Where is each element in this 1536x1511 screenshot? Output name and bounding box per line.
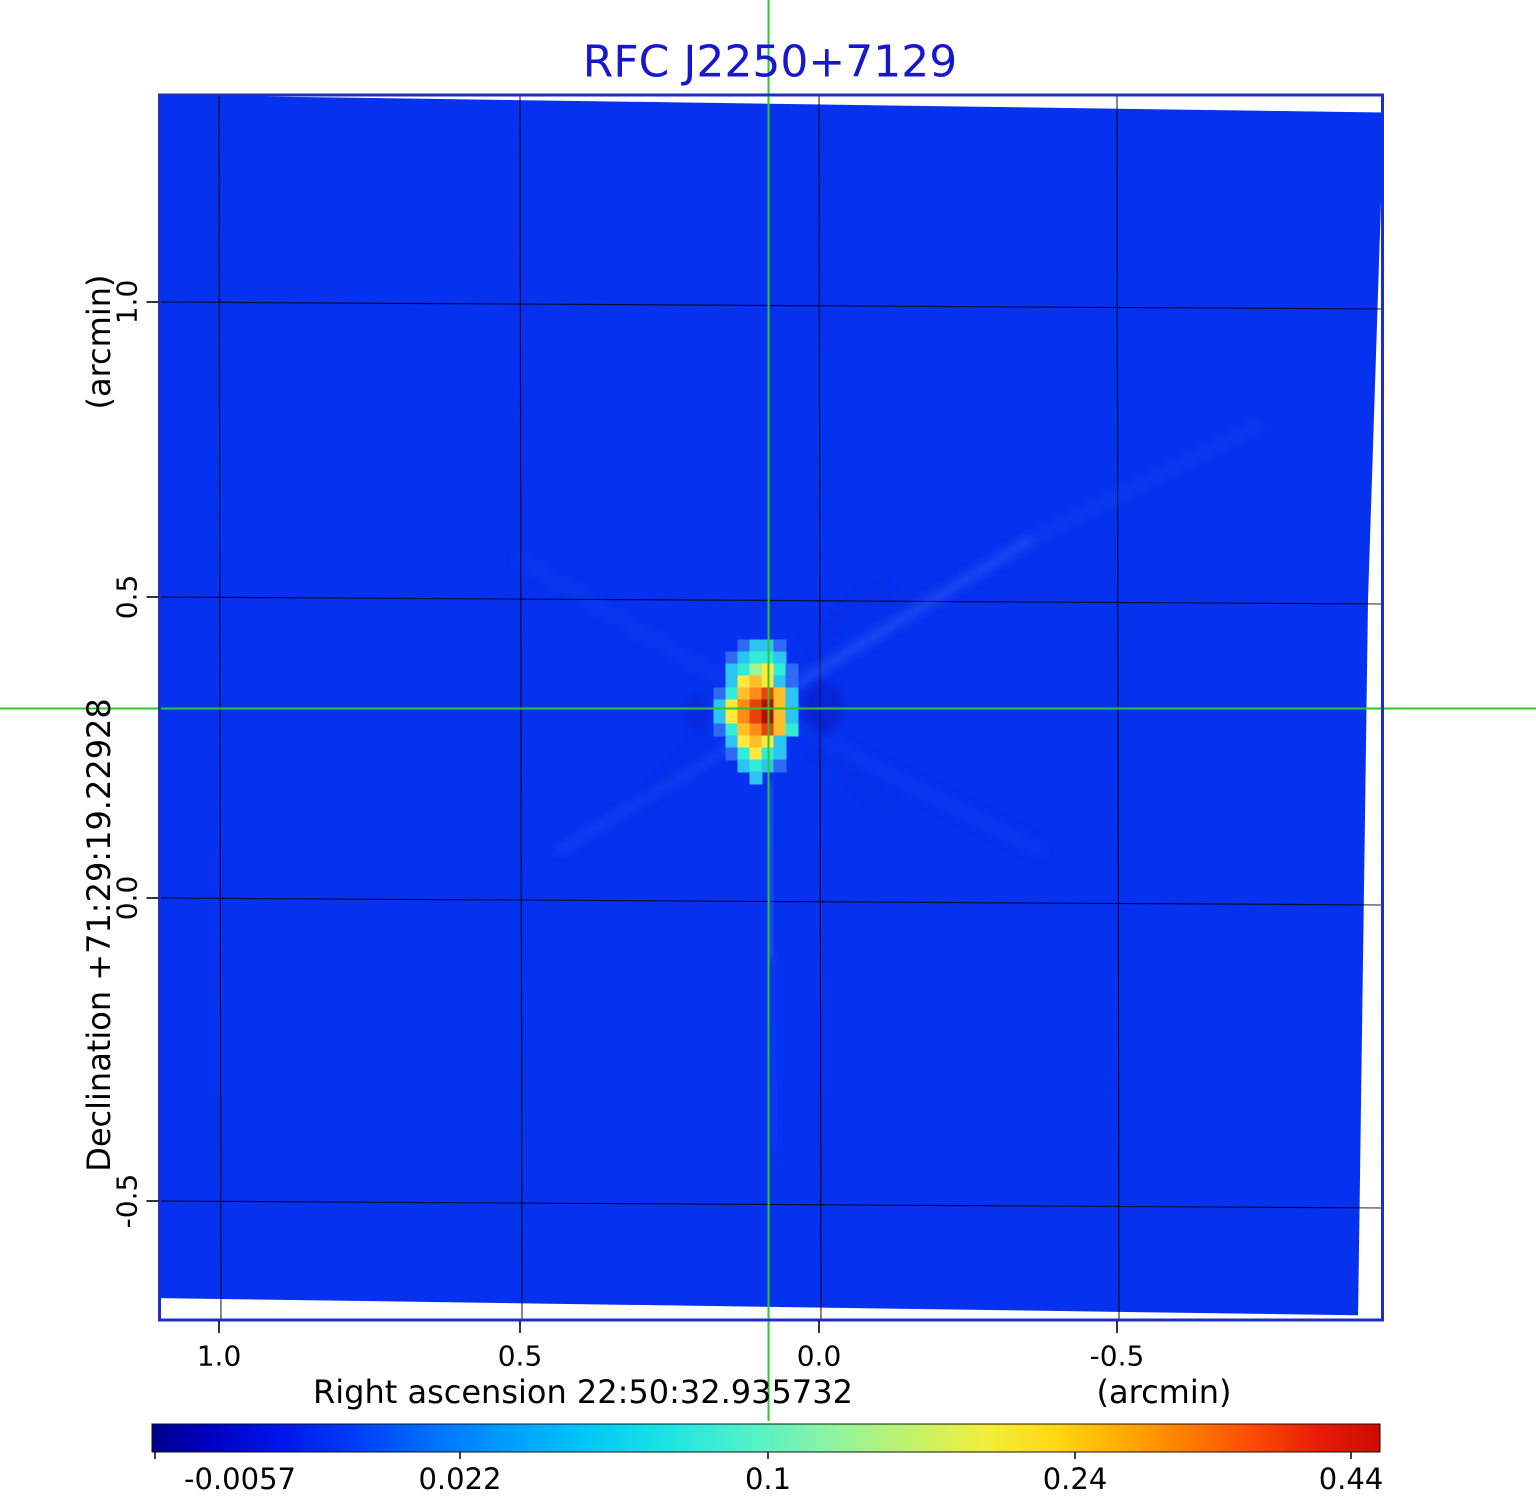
x-tick-label: 1.0 [196, 1339, 242, 1373]
source-pixel [785, 675, 799, 689]
source-pixel [737, 639, 751, 653]
colorbar-tick-label: 0.1 [744, 1462, 792, 1496]
source-pixel [749, 675, 763, 689]
source-pixel [713, 687, 727, 701]
source-pixel [773, 663, 787, 677]
source-pixel [725, 711, 739, 725]
source-pixel [737, 759, 751, 773]
source-pixel [725, 747, 739, 761]
source-pixel [725, 735, 739, 749]
source-pixel [785, 699, 799, 713]
source-pixel [713, 699, 727, 713]
figure-title: RFC J2250+7129 [582, 36, 958, 88]
source-pixel [749, 771, 763, 785]
sidelobe-streak [795, 577, 890, 660]
negative-patch [685, 696, 709, 732]
source-pixel [749, 699, 763, 713]
source-pixel [785, 723, 799, 737]
sidelobe-streak [796, 726, 1044, 854]
source-pixel [773, 675, 787, 689]
source-pixel [725, 687, 739, 701]
source-pixel [737, 651, 751, 665]
y-tick-label: -0.5 [110, 1173, 144, 1229]
source-pixel [725, 663, 739, 677]
field-edge-wedge [1358, 155, 1383, 1320]
y-axis-title: Declination +71:29:19.22928 [80, 698, 118, 1172]
source-pixel [725, 699, 739, 713]
source-pixel [785, 687, 799, 701]
source-pixel [737, 747, 751, 761]
source-pixel [725, 675, 739, 689]
plot-frame [158, 93, 1384, 1322]
source-pixel [749, 747, 763, 761]
source-pixel [737, 687, 751, 701]
colorbar [151, 1423, 1381, 1453]
sidelobe-streak [1025, 420, 1265, 545]
sidelobe-streak [764, 780, 778, 961]
source-pixel [773, 699, 787, 713]
sidelobe-streak [790, 535, 1035, 690]
colorbar-tick-label: 0.022 [418, 1462, 502, 1496]
source-pixel [749, 735, 763, 749]
sidelobe-streak [633, 740, 705, 811]
x-tick-label: 0.5 [497, 1339, 543, 1373]
source-pixel [725, 651, 739, 665]
source-pixel [785, 663, 799, 677]
source-pixel [749, 639, 763, 653]
source-pixel [749, 663, 763, 677]
y-tick-label: 0.0 [110, 875, 144, 921]
source-pixel [713, 723, 727, 737]
source-pixel [773, 747, 787, 761]
source-pixel [749, 687, 763, 701]
sidelobe-streak [516, 556, 744, 694]
negative-patch [803, 681, 843, 733]
x-tick-label: -0.5 [1089, 1339, 1145, 1373]
source-pixel [725, 723, 739, 737]
source-pixel [773, 735, 787, 749]
sidelobe-streak [767, 950, 780, 1155]
source-pixel [773, 639, 787, 653]
y-tick-label: 1.0 [110, 279, 144, 325]
x-axis-title: Right ascension 22:50:32.935732 [313, 1373, 853, 1411]
source-pixel [749, 651, 763, 665]
source-pixel [737, 723, 751, 737]
source-pixel [773, 723, 787, 737]
colorbar-tick-label: 0.44 [1318, 1462, 1384, 1496]
source-pixel [737, 675, 751, 689]
source-pixel [773, 687, 787, 701]
source-pixel [737, 699, 751, 713]
source-pixel [737, 735, 751, 749]
sidelobe-streak [807, 737, 910, 827]
source-pixel [749, 711, 763, 725]
source-pixel [749, 759, 763, 773]
source-pixel [773, 759, 787, 773]
source-pixel [773, 711, 787, 725]
x-tick-label: 0.0 [796, 1339, 842, 1373]
colorbar-tick-label: 0.24 [1042, 1462, 1108, 1496]
gridline-horizontal [159, 301, 1383, 310]
source-pixel [713, 711, 727, 725]
source-pixel [737, 711, 751, 725]
source-pixel [737, 663, 751, 677]
x-axis-unit-label: (arcmin) [1096, 1373, 1232, 1411]
source-pixel [785, 711, 799, 725]
colorbar-tick-label: -0.0057 [184, 1462, 296, 1496]
gridline-horizontal [159, 1200, 1383, 1209]
source-pixel [749, 723, 763, 737]
source-pixel [773, 651, 787, 665]
y-tick-label: 0.5 [110, 574, 144, 620]
